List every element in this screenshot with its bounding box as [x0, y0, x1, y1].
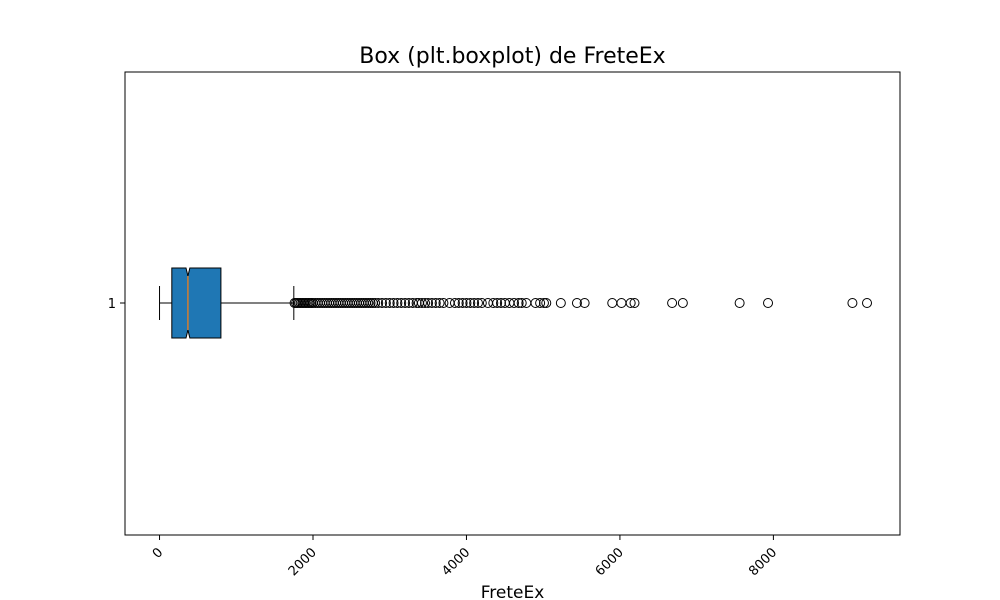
outlier-point [396, 298, 407, 308]
x-tick-label: 4000 [439, 545, 473, 579]
outlier-point [763, 298, 774, 308]
outlier-point [388, 298, 399, 308]
outlier-point [492, 298, 503, 308]
outlier-point [488, 298, 499, 308]
x-tick-label: 0 [150, 545, 166, 561]
outlier-point [629, 298, 640, 308]
axis-ticks: 0 2000 4000 6000 8000 1 [108, 297, 781, 579]
outlier-point [363, 298, 374, 308]
x-tick-label: 8000 [746, 545, 780, 579]
outlier-point [538, 298, 549, 308]
outlier-point [516, 298, 527, 308]
outlier-point [420, 298, 431, 308]
outlier-point [453, 298, 464, 308]
outlier-point [862, 298, 873, 308]
outlier-point [469, 298, 480, 308]
outlier-point [495, 298, 506, 308]
outlier-point [571, 298, 582, 308]
outlier-point [472, 298, 483, 308]
x-axis-label: FreteEx [481, 583, 545, 600]
outlier-point [411, 298, 422, 308]
outlier-point [392, 298, 403, 308]
chart-title: Box (plt.boxplot) de FreteEx [359, 44, 665, 69]
outlier-point [607, 298, 618, 308]
y-tick-label: 1 [108, 297, 116, 312]
outlier-point [625, 298, 636, 308]
x-tick-label: 2000 [286, 545, 320, 579]
x-tick-label: 6000 [593, 545, 627, 579]
outlier-point [434, 298, 445, 308]
outlier-point [616, 298, 627, 308]
outlier-point [509, 298, 520, 308]
outlier-point [373, 298, 384, 308]
outlier-point [513, 298, 524, 308]
outlier-point [476, 298, 487, 308]
outlier-point [457, 298, 468, 308]
outlier-point [400, 298, 411, 308]
outlier-point [377, 298, 388, 308]
outlier-point [426, 298, 437, 308]
outlier-point [482, 298, 493, 308]
outlier-point [541, 298, 552, 308]
outlier-point [530, 298, 541, 308]
outlier-point [461, 298, 472, 308]
outlier-point [734, 298, 745, 308]
outlier-point [555, 298, 566, 308]
outlier-point [370, 298, 381, 308]
outlier-point [438, 298, 449, 308]
outlier-point [423, 298, 434, 308]
outlier-point [444, 298, 455, 308]
outlier-point [384, 298, 395, 308]
outlier-point [365, 298, 376, 308]
outlier-point [416, 298, 427, 308]
plot-marks [159, 267, 873, 339]
outlier-point [677, 298, 688, 308]
outlier-point [535, 298, 546, 308]
outlier-point [449, 298, 460, 308]
outlier-point [667, 298, 678, 308]
outlier-point [465, 298, 476, 308]
box-body [171, 267, 222, 339]
outlier-point [847, 298, 858, 308]
outlier-point [430, 298, 441, 308]
outlier-point [579, 298, 590, 308]
outlier-point [380, 298, 391, 308]
outlier-point [403, 298, 414, 308]
